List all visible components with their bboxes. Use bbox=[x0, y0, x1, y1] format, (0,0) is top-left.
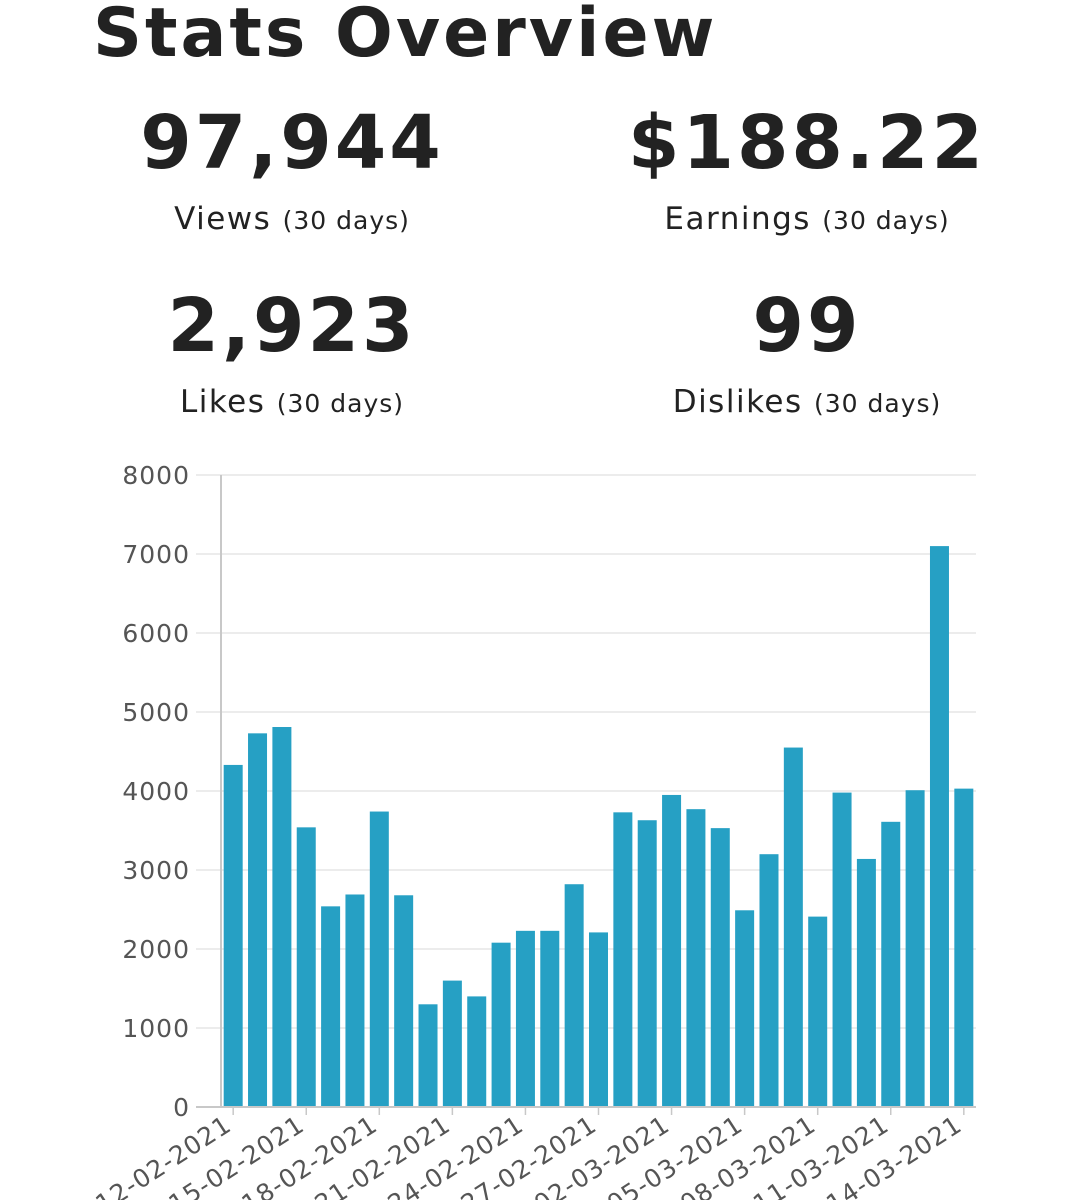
bar-11-03-2021 bbox=[881, 821, 901, 1107]
bar-02-03-2021 bbox=[662, 794, 682, 1107]
y-tick-label-8000: 8000 bbox=[122, 461, 190, 490]
likes-caption: Likes (30 days) bbox=[92, 384, 492, 420]
bar-04-03-2021 bbox=[710, 828, 730, 1107]
bar-18-02-2021 bbox=[369, 811, 389, 1107]
bar-25-02-2021 bbox=[540, 930, 560, 1107]
axes bbox=[196, 475, 976, 1115]
y-tick-label-4000: 4000 bbox=[122, 777, 190, 806]
bar-06-03-2021 bbox=[759, 854, 779, 1107]
y-tick-label-5000: 5000 bbox=[122, 698, 190, 727]
y-tick-label-6000: 6000 bbox=[122, 619, 190, 648]
likes-label: Likes bbox=[179, 384, 266, 420]
daily-views-bar-chart: 0 1000 2000 3000 4000 5000 6000 7000 8000 12-02-… bbox=[90, 461, 976, 1200]
bar-28-02-2021 bbox=[613, 812, 633, 1107]
bar-13-03-2021 bbox=[929, 546, 949, 1107]
bar-17-02-2021 bbox=[345, 894, 365, 1107]
bar-16-02-2021 bbox=[321, 906, 341, 1107]
views-value: 97,944 bbox=[140, 100, 444, 186]
bar-27-02-2021 bbox=[589, 932, 608, 1107]
x-tick-labels: 12-02-202115-02-202118-02-202121-02-2021… bbox=[90, 1110, 967, 1200]
bar-13-02-2021 bbox=[248, 733, 268, 1107]
bar-21-02-2021 bbox=[442, 980, 462, 1107]
y-tick-label-1000: 1000 bbox=[122, 1014, 190, 1043]
bar-07-03-2021 bbox=[783, 747, 803, 1107]
bar-03-03-2021 bbox=[686, 809, 706, 1107]
y-tick-labels: 0 1000 2000 3000 4000 5000 6000 7000 8000 bbox=[122, 461, 190, 1122]
earnings-period: (30 days) bbox=[822, 206, 950, 235]
y-tick-label-0: 0 bbox=[173, 1093, 190, 1122]
bar-20-02-2021 bbox=[418, 1004, 438, 1107]
dislikes-period: (30 days) bbox=[814, 389, 942, 418]
bar-12-03-2021 bbox=[905, 790, 925, 1107]
y-tick-label-7000: 7000 bbox=[122, 540, 190, 569]
y-tick-label-2000: 2000 bbox=[122, 935, 190, 964]
bar-24-02-2021 bbox=[515, 930, 535, 1107]
dislikes-value: 99 bbox=[752, 283, 862, 369]
bar-12-02-2021 bbox=[223, 764, 243, 1107]
bar-14-03-2021 bbox=[954, 788, 974, 1107]
earnings-caption: Earnings (30 days) bbox=[607, 201, 1007, 237]
bar-26-02-2021 bbox=[564, 884, 584, 1107]
views-caption: Views (30 days) bbox=[92, 201, 492, 237]
earnings-value: $188.22 bbox=[627, 100, 987, 186]
likes-value: 2,923 bbox=[167, 283, 417, 369]
dislikes-caption: Dislikes (30 days) bbox=[607, 384, 1007, 420]
bar-10-03-2021 bbox=[856, 858, 876, 1107]
views-period: (30 days) bbox=[282, 206, 410, 235]
bar-14-02-2021 bbox=[272, 727, 292, 1107]
views-label: Views bbox=[174, 201, 272, 237]
bar-23-02-2021 bbox=[491, 942, 511, 1107]
dislikes-label: Dislikes bbox=[672, 384, 803, 420]
dislikes-stat: 99 Dislikes (30 days) bbox=[607, 283, 1007, 420]
page-title: Stats Overview bbox=[93, 0, 718, 73]
bar-08-03-2021 bbox=[808, 916, 828, 1107]
bar-19-02-2021 bbox=[394, 895, 414, 1107]
views-stat: 97,944 Views (30 days) bbox=[92, 100, 492, 237]
bar-22-02-2021 bbox=[467, 996, 487, 1107]
bar-15-02-2021 bbox=[296, 827, 316, 1107]
likes-period: (30 days) bbox=[276, 389, 405, 418]
likes-stat: 2,923 Likes (30 days) bbox=[92, 283, 492, 420]
y-tick-label-3000: 3000 bbox=[122, 856, 190, 885]
bar-05-03-2021 bbox=[735, 910, 755, 1107]
earnings-stat: $188.22 Earnings (30 days) bbox=[607, 100, 1007, 237]
earnings-label: Earnings bbox=[664, 201, 811, 237]
bar-01-03-2021 bbox=[637, 820, 657, 1107]
bar-09-03-2021 bbox=[832, 792, 852, 1107]
bars bbox=[223, 546, 974, 1107]
